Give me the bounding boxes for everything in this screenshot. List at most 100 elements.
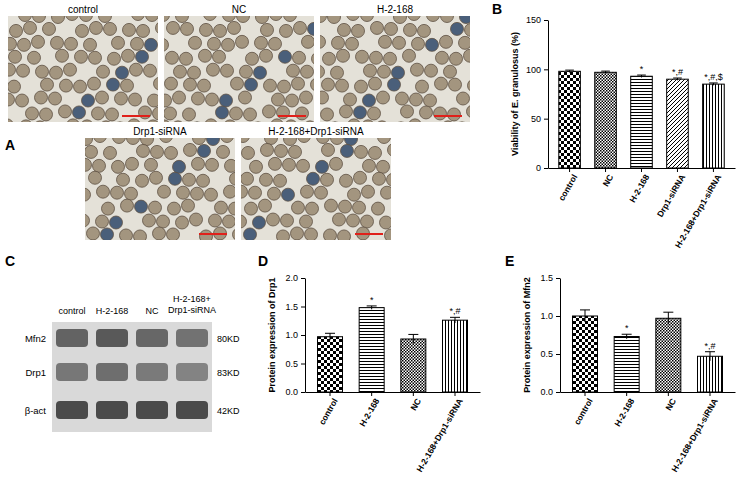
protoscolex (176, 16, 189, 23)
lane-label: control (58, 306, 85, 316)
protoscolex (115, 92, 128, 105)
protoscolex (280, 24, 293, 37)
protoscolex (190, 213, 203, 226)
protoscolex (282, 188, 295, 201)
protoscolex (449, 78, 462, 91)
protoscolex (328, 16, 341, 24)
micrograph (164, 16, 314, 122)
protoscolex (239, 91, 252, 104)
blot-band (56, 329, 88, 347)
protoscolex (24, 21, 37, 34)
protoscolex (330, 157, 343, 170)
protoscolex (408, 16, 421, 21)
protoscolex (369, 77, 382, 90)
protoscolex (244, 228, 257, 240)
protoscolex (270, 16, 283, 21)
protoscolex (173, 160, 186, 173)
y-tick-label: 1.5 (540, 273, 553, 283)
protoscolex (214, 24, 227, 37)
protoscolex (293, 51, 306, 64)
x-tick-label: H-2-168+Drp1-siRNA (669, 397, 719, 474)
protoscolex (312, 52, 315, 65)
y-tick-label: 0.0 (285, 387, 298, 397)
protoscolex (199, 49, 212, 62)
y-axis-line (548, 21, 549, 169)
y-tick: 1.0 (285, 330, 305, 340)
protoscolex (347, 16, 360, 21)
protoscolex (213, 50, 226, 63)
y-tick-label: 1.0 (285, 330, 298, 340)
protoscolex (301, 65, 314, 78)
y-tick: 50 (531, 114, 548, 124)
protoscolex (228, 21, 241, 34)
row-label: Drp1 (25, 367, 46, 378)
protoscolex (117, 173, 130, 186)
lane-label: H-2-168 (96, 306, 129, 316)
x-tick-label: H-2-168+Drp1-siRNA (414, 397, 464, 474)
protoscolex (392, 66, 405, 79)
x-tick-mark (330, 392, 331, 396)
protoscolex (256, 16, 269, 24)
protoscolex (197, 174, 210, 187)
protoscolex (164, 94, 172, 107)
protoscolex (110, 216, 123, 229)
x-tick-mark (569, 168, 570, 172)
protoscolex (188, 66, 201, 79)
protoscolex (331, 66, 344, 79)
protoscolex (321, 173, 334, 186)
error-bar (622, 334, 632, 339)
protoscolex (305, 228, 318, 240)
protoscolex (354, 171, 367, 184)
protoscolex (393, 36, 406, 49)
row-label: Mfn2 (25, 333, 46, 344)
y-tick-label: 0.5 (540, 349, 553, 359)
micrograph-ground (241, 138, 391, 240)
protoscolex (253, 216, 266, 229)
protoscolex (17, 64, 30, 77)
protoscolex (174, 65, 187, 78)
protoscolex (340, 174, 353, 187)
protoscolex (173, 91, 186, 104)
protoscolex (263, 105, 276, 118)
protoscolex (377, 160, 390, 173)
protoscolex (85, 138, 93, 146)
protoscolex (89, 171, 102, 184)
protoscolex (372, 202, 385, 215)
protoscolex (50, 66, 63, 79)
error-bar (367, 306, 377, 309)
image-label: control (68, 4, 98, 15)
micrograph (320, 16, 470, 122)
panel-letter: C (5, 253, 15, 269)
protoscolex (269, 157, 282, 170)
protoscolex (8, 119, 14, 122)
protoscolex (20, 120, 33, 122)
protoscolex (224, 185, 236, 198)
protoscolex (131, 37, 144, 50)
protoscolex (298, 138, 311, 143)
protoscolex (181, 22, 194, 35)
protoscolex (245, 78, 258, 91)
protoscolex (111, 186, 124, 199)
protoscolex (301, 185, 314, 198)
protoscolex (317, 138, 330, 144)
bar (656, 318, 681, 392)
protoscolex (300, 91, 313, 104)
protoscolex (254, 66, 267, 79)
protoscolex (9, 50, 22, 63)
protoscolex (132, 16, 145, 21)
protoscolex (137, 24, 150, 37)
protoscolex (404, 23, 417, 36)
protoscolex (167, 228, 180, 240)
protoscolex (216, 106, 229, 119)
protoscolex (207, 138, 220, 146)
blot-band (136, 401, 168, 419)
protoscolex (114, 122, 127, 123)
protoscolex (340, 105, 353, 118)
protoscolex (94, 138, 107, 143)
protoscolex (67, 119, 80, 122)
protoscolex (289, 145, 302, 158)
protoscolex (304, 121, 315, 122)
protoscolex (241, 185, 248, 198)
protoscolex (191, 187, 204, 200)
protoscolex (193, 138, 206, 145)
